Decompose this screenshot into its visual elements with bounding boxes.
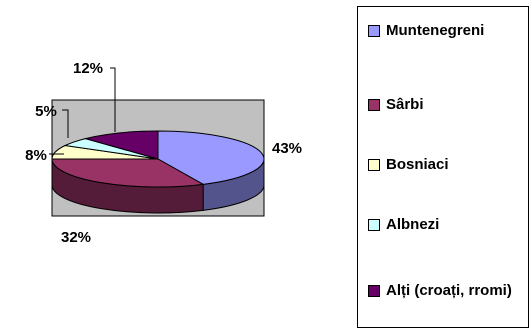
leader-line — [62, 109, 69, 138]
legend-label: Alți (croați, rromi) — [386, 282, 512, 299]
pie-chart: 43% 32% 8% 5% 12% — [25, 60, 302, 246]
pie-data-label: 12% — [73, 60, 103, 77]
legend-item-bosniaci: Bosniaci — [368, 155, 526, 175]
legend-label: Bosniaci — [386, 156, 449, 173]
legend-item-albnezi: Albnezi — [368, 215, 526, 235]
pie-data-label: 32% — [61, 229, 91, 246]
pie-data-label: 8% — [25, 147, 47, 164]
pie-data-labels: 43% 32% 8% 5% 12% — [25, 60, 302, 246]
legend-label: Sârbi — [386, 96, 424, 113]
legend-item-sarbi: Sârbi — [368, 95, 526, 115]
leader-line — [110, 67, 116, 132]
pie-slice-Sârbi — [51, 158, 205, 188]
legend-swatch — [368, 25, 380, 37]
pie-data-label: 5% — [35, 103, 57, 120]
legend-item-alti: Alți (croați, rromi) — [368, 281, 526, 301]
pie-slice-Muntenegreni — [157, 130, 265, 185]
pie-data-label: 43% — [272, 140, 302, 157]
legend-swatch — [368, 285, 380, 297]
legend-label: Albnezi — [386, 216, 440, 233]
legend-swatch — [368, 99, 380, 111]
pie-slice-Alți (croați, rromi) — [83, 130, 159, 160]
pie-leader-lines — [49, 67, 116, 155]
legend-swatch — [368, 219, 380, 231]
legend-label: Muntenegreni — [386, 22, 485, 39]
legend: Muntenegreni Sârbi Bosniaci Albnezi Alți… — [357, 6, 529, 328]
legend-item-muntenegreni: Muntenegreni — [368, 21, 526, 41]
pie-tops — [51, 130, 265, 188]
legend-swatch — [368, 159, 380, 171]
